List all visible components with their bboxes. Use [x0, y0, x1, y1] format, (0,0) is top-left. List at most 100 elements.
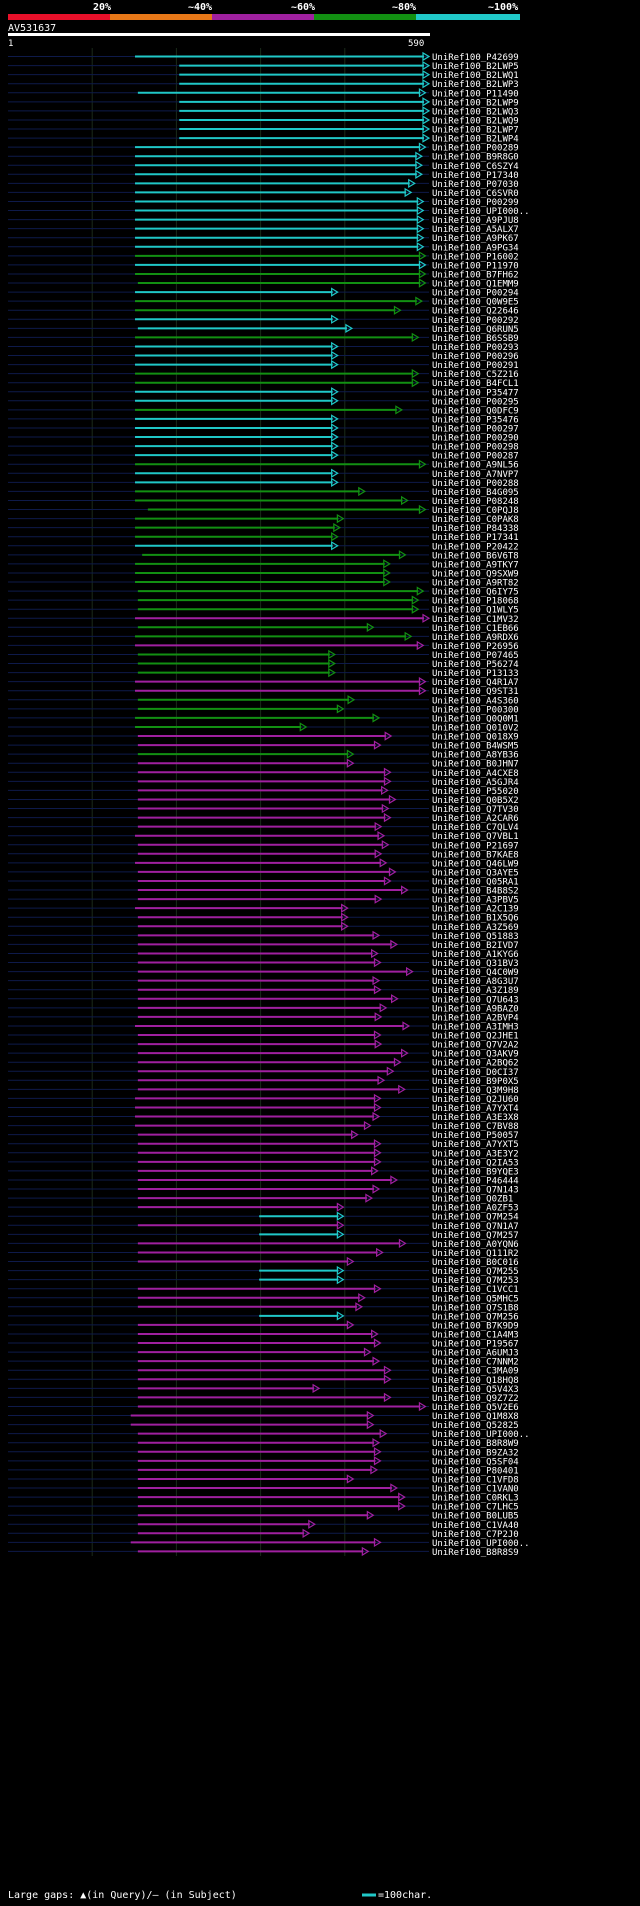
hit-label[interactable]: UniRef100_C1VA40: [432, 1521, 519, 1531]
hit-label[interactable]: UniRef100_B2LWP5: [432, 62, 519, 72]
hit-label[interactable]: UniRef100_A3E3X8: [432, 1113, 519, 1123]
hit-label[interactable]: UniRef100_Q6IY75: [432, 588, 519, 598]
hit-label[interactable]: UniRef100_Q7M253: [432, 1276, 519, 1286]
hit-label[interactable]: UniRef100_P11490: [432, 89, 519, 99]
hit-label[interactable]: UniRef100_P46444: [432, 1176, 519, 1186]
hit-label[interactable]: UniRef100_UPI000..: [432, 1539, 530, 1549]
hit-label[interactable]: UniRef100_Q7M256: [432, 1312, 519, 1322]
hit-label[interactable]: UniRef100_B2LWQ1: [432, 71, 519, 81]
hit-label[interactable]: UniRef100_C7P2J0: [432, 1530, 519, 1540]
hit-label[interactable]: UniRef100_Q3AKV9: [432, 1050, 519, 1060]
hit-label[interactable]: UniRef100_C0RKL3: [432, 1494, 519, 1504]
hit-label[interactable]: UniRef100_P13133: [432, 669, 519, 679]
hit-label[interactable]: UniRef100_P17341: [432, 533, 519, 543]
hit-label[interactable]: UniRef100_Q9Z7Z2: [432, 1394, 519, 1404]
hit-label[interactable]: UniRef100_Q05RA1: [432, 877, 519, 887]
hit-label[interactable]: UniRef100_B2LWP9: [432, 98, 519, 108]
hit-label[interactable]: UniRef100_Q3M9H8: [432, 1086, 519, 1096]
hit-label[interactable]: UniRef100_Q22646: [432, 307, 519, 317]
hit-label[interactable]: UniRef100_B4G095: [432, 488, 519, 498]
hit-label[interactable]: UniRef100_A1KYG6: [432, 950, 519, 960]
hit-label[interactable]: UniRef100_P07465: [432, 651, 519, 661]
hit-label[interactable]: UniRef100_A7YXT4: [432, 1104, 519, 1114]
hit-label[interactable]: UniRef100_C1EB66: [432, 624, 519, 634]
hit-label[interactable]: UniRef100_P00299: [432, 198, 519, 208]
hit-label[interactable]: UniRef100_P00287: [432, 452, 519, 462]
hit-label[interactable]: UniRef100_A8G3U7: [432, 977, 519, 987]
hit-label[interactable]: UniRef100_Q3AYE5: [432, 868, 519, 878]
hit-label[interactable]: UniRef100_C1VFD8: [432, 1475, 519, 1485]
hit-label[interactable]: UniRef100_Q7M257: [432, 1231, 519, 1241]
hit-label[interactable]: UniRef100_Q7M254: [432, 1213, 519, 1223]
hit-label[interactable]: UniRef100_B4WSM5: [432, 742, 519, 752]
hit-label[interactable]: UniRef100_A9BAZ0: [432, 1004, 519, 1014]
hit-label[interactable]: UniRef100_P21697: [432, 841, 519, 851]
hit-label[interactable]: UniRef100_A5ALX7: [432, 225, 519, 235]
hit-label[interactable]: UniRef100_P00289: [432, 144, 519, 154]
hit-label[interactable]: UniRef100_A7NVP7: [432, 470, 519, 480]
hit-label[interactable]: UniRef100_C7LHC5: [432, 1503, 519, 1513]
hit-label[interactable]: UniRef100_Q52825: [432, 1421, 519, 1431]
hit-label[interactable]: UniRef100_B4FCL1: [432, 379, 519, 389]
hit-label[interactable]: UniRef100_P00298: [432, 443, 519, 453]
hit-label[interactable]: UniRef100_P00290: [432, 434, 519, 444]
hit-label[interactable]: UniRef100_P00291: [432, 361, 519, 371]
hit-label[interactable]: UniRef100_C1MV32: [432, 615, 519, 625]
hit-label[interactable]: UniRef100_A0YQN6: [432, 1240, 519, 1250]
hit-label[interactable]: UniRef100_B1X5Q6: [432, 914, 519, 924]
hit-label[interactable]: UniRef100_Q010V2: [432, 723, 519, 733]
hit-label[interactable]: UniRef100_B2LWP7: [432, 126, 519, 136]
hit-label[interactable]: UniRef100_P11970: [432, 261, 519, 271]
hit-label[interactable]: UniRef100_P00296: [432, 352, 519, 362]
hit-label[interactable]: UniRef100_Q2JU60: [432, 1095, 519, 1105]
hit-label[interactable]: UniRef100_P55020: [432, 787, 519, 797]
hit-label[interactable]: UniRef100_P50057: [432, 1131, 519, 1141]
hit-label[interactable]: UniRef100_A2BQ62: [432, 1059, 519, 1069]
hit-label[interactable]: UniRef100_Q9SXW9: [432, 569, 519, 579]
hit-label[interactable]: UniRef100_Q2JHE1: [432, 1032, 519, 1042]
hit-label[interactable]: UniRef100_P00294: [432, 289, 519, 299]
hit-label[interactable]: UniRef100_A3Z189: [432, 986, 519, 996]
hit-label[interactable]: UniRef100_C6SZY4: [432, 162, 519, 172]
hit-label[interactable]: UniRef100_Q0Q0M1: [432, 714, 519, 724]
hit-label[interactable]: UniRef100_A3E3Y2: [432, 1149, 519, 1159]
hit-label[interactable]: UniRef100_P20422: [432, 542, 519, 552]
hit-label[interactable]: UniRef100_Q51883: [432, 932, 519, 942]
hit-label[interactable]: UniRef100_Q7N143: [432, 1186, 519, 1196]
hit-label[interactable]: UniRef100_C0PQJ8: [432, 506, 519, 516]
hit-label[interactable]: UniRef100_UPI000..: [432, 207, 530, 217]
hit-label[interactable]: UniRef100_P00293: [432, 343, 519, 353]
hit-label[interactable]: UniRef100_A5GJR4: [432, 778, 519, 788]
hit-label[interactable]: UniRef100_P26956: [432, 642, 519, 652]
hit-label[interactable]: UniRef100_Q31BV3: [432, 959, 519, 969]
hit-label[interactable]: UniRef100_P84338: [432, 524, 519, 534]
hit-label[interactable]: UniRef100_B9P0X5: [432, 1077, 519, 1087]
hit-label[interactable]: UniRef100_P00288: [432, 479, 519, 489]
hit-label[interactable]: UniRef100_C7BV88: [432, 1122, 519, 1132]
hit-label[interactable]: UniRef100_B6V6T8: [432, 551, 519, 561]
hit-label[interactable]: UniRef100_P17340: [432, 171, 519, 181]
hit-label[interactable]: UniRef100_Q7U643: [432, 995, 519, 1005]
hit-label[interactable]: UniRef100_A2C139: [432, 905, 519, 915]
hit-label[interactable]: UniRef100_B2IVD7: [432, 941, 519, 951]
hit-label[interactable]: UniRef100_Q1WLY5: [432, 606, 519, 616]
hit-label[interactable]: UniRef100_P80401: [432, 1466, 519, 1476]
hit-label[interactable]: UniRef100_Q46LW9: [432, 859, 519, 869]
hit-label[interactable]: UniRef100_B4B8S2: [432, 887, 519, 897]
hit-label[interactable]: UniRef100_A9PG34: [432, 243, 519, 253]
hit-label[interactable]: UniRef100_Q018X9: [432, 733, 519, 743]
hit-label[interactable]: UniRef100_A4CXE8: [432, 769, 519, 779]
hit-label[interactable]: UniRef100_C7NNM2: [432, 1358, 519, 1368]
hit-label[interactable]: UniRef100_Q5MHC5: [432, 1294, 519, 1304]
hit-label[interactable]: UniRef100_Q7M255: [432, 1267, 519, 1277]
hit-label[interactable]: UniRef100_A2BVP4: [432, 1013, 519, 1023]
hit-label[interactable]: UniRef100_Q18HQ8: [432, 1376, 519, 1386]
hit-label[interactable]: UniRef100_B7K9D9: [432, 1321, 519, 1331]
hit-label[interactable]: UniRef100_P35476: [432, 415, 519, 425]
hit-label[interactable]: UniRef100_A0ZF53: [432, 1204, 519, 1214]
hit-label[interactable]: UniRef100_Q111R2: [432, 1249, 519, 1259]
hit-label[interactable]: UniRef100_Q4R1A7: [432, 678, 519, 688]
hit-label[interactable]: UniRef100_B8R8S9: [432, 1548, 519, 1558]
hit-label[interactable]: UniRef100_P35477: [432, 388, 519, 398]
hit-label[interactable]: UniRef100_C6SVR0: [432, 189, 519, 199]
